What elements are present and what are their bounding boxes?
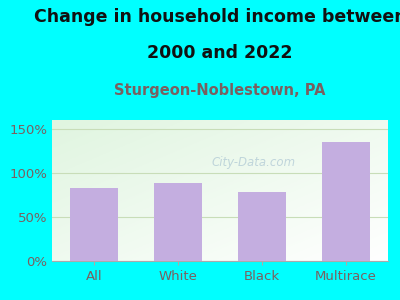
Text: 2000 and 2022: 2000 and 2022 bbox=[147, 44, 293, 62]
Bar bbox=[154, 183, 202, 261]
Text: Change in household income between: Change in household income between bbox=[34, 8, 400, 26]
Text: City-Data.com: City-Data.com bbox=[212, 156, 296, 169]
Bar bbox=[70, 188, 118, 261]
Bar bbox=[322, 142, 370, 261]
Bar bbox=[238, 192, 286, 261]
Text: Sturgeon-Noblestown, PA: Sturgeon-Noblestown, PA bbox=[114, 82, 326, 98]
